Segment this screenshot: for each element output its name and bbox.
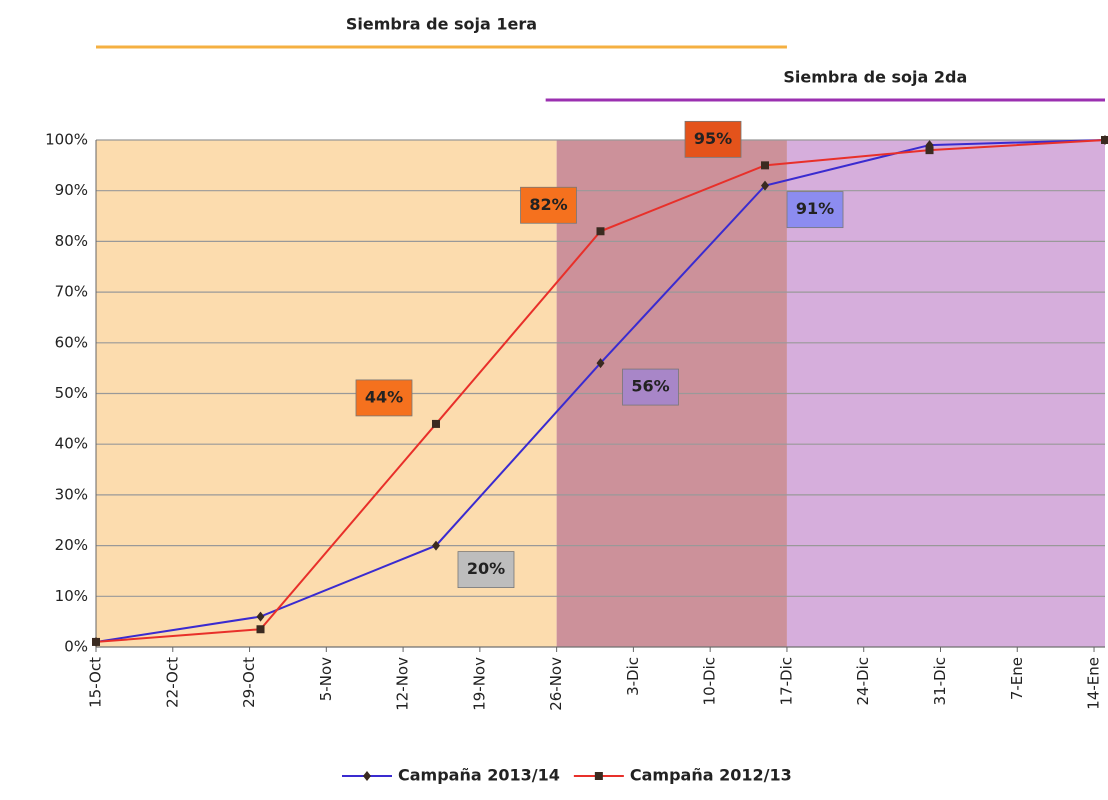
y-tick-label: 10% xyxy=(55,587,88,605)
y-tick-label: 0% xyxy=(64,638,88,656)
marker xyxy=(1101,136,1108,144)
x-tick-label: 19-Nov xyxy=(470,657,488,711)
x-tick-label: 26-Nov xyxy=(547,657,565,711)
value-label-box xyxy=(355,379,413,417)
legend-label: Campaña 2012/13 xyxy=(630,766,792,785)
y-tick-label: 80% xyxy=(55,232,88,250)
marker xyxy=(431,419,440,428)
marker xyxy=(431,540,440,551)
value-label-box xyxy=(457,551,515,588)
x-tick-label: 31-Dic xyxy=(931,657,949,705)
value-label: 44% xyxy=(365,387,403,406)
value-label: 56% xyxy=(631,377,669,396)
marker xyxy=(925,146,934,155)
value-label: 91% xyxy=(796,199,834,218)
value-label-box xyxy=(786,191,844,229)
x-tick-label: 3-Dic xyxy=(624,657,642,696)
x-tick-label: 12-Nov xyxy=(394,657,412,711)
period-label: Siembra de soja 2da xyxy=(783,68,967,87)
value-label-box xyxy=(684,120,742,158)
marker xyxy=(596,358,605,369)
value-label-box xyxy=(622,368,679,406)
y-tick-label: 40% xyxy=(55,435,88,453)
x-tick-label: 10-Dic xyxy=(701,657,719,705)
x-tick-label: 14-Ene xyxy=(1085,657,1103,710)
y-tick-label: 100% xyxy=(45,131,88,149)
value-label: 82% xyxy=(529,195,567,214)
legend-marker xyxy=(363,771,371,781)
y-tick-label: 90% xyxy=(55,181,88,199)
marker xyxy=(761,180,770,191)
legend-label: Campaña 2013/14 xyxy=(398,766,560,785)
x-tick-label: 15-Oct xyxy=(87,657,105,708)
value-label: 95% xyxy=(694,129,732,148)
marker xyxy=(596,227,605,236)
marker xyxy=(256,625,265,634)
marker xyxy=(256,611,265,622)
x-tick-label: 22-Oct xyxy=(163,657,181,708)
value-label-box xyxy=(520,186,577,224)
x-tick-label: 29-Oct xyxy=(240,657,258,708)
marker xyxy=(761,161,770,170)
x-tick-label: 5-Nov xyxy=(317,657,335,701)
period-label: Siembra de soja 1era xyxy=(346,15,537,34)
y-tick-label: 30% xyxy=(55,485,88,503)
legend-marker xyxy=(594,772,603,780)
y-tick-label: 20% xyxy=(55,536,88,554)
marker xyxy=(92,637,100,646)
value-label: 20% xyxy=(467,559,505,578)
x-tick-label: 7-Ene xyxy=(1008,657,1026,700)
y-tick-label: 70% xyxy=(55,283,88,301)
x-tick-label: 24-Dic xyxy=(854,657,872,705)
y-tick-label: 50% xyxy=(55,384,88,402)
y-tick-label: 60% xyxy=(55,333,88,351)
x-tick-label: 17-Dic xyxy=(777,657,795,705)
